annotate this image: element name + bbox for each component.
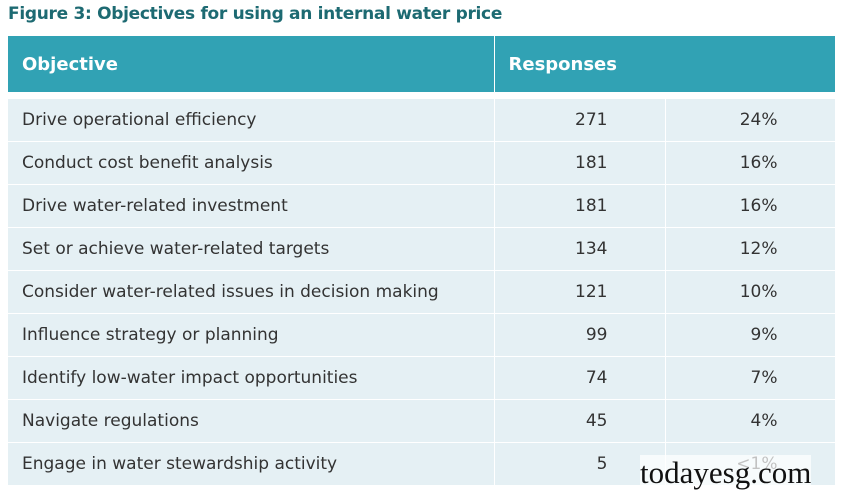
count-cell: 5 xyxy=(494,442,666,485)
count-cell: 271 xyxy=(494,98,666,142)
percent-cell: 7% xyxy=(665,356,836,400)
table-row: Drive operational efficiency 271 24% xyxy=(8,98,836,142)
table: Objective Responses Drive operational ef… xyxy=(8,36,836,485)
table-row: Consider water-related issues in decisio… xyxy=(8,270,836,314)
percent-cell: 12% xyxy=(665,227,836,271)
count-cell: 121 xyxy=(494,270,666,314)
header-cell: Responses xyxy=(494,36,836,92)
objective-cell: Navigate regulations xyxy=(8,399,495,443)
objective-cell: Consider water-related issues in decisio… xyxy=(8,270,495,314)
percent-cell: 9% xyxy=(665,313,836,357)
count-cell: 74 xyxy=(494,356,666,400)
count-cell: 134 xyxy=(494,227,666,271)
table-row: Identify low-water impact opportunities 7… xyxy=(8,356,836,400)
table-row: Drive water-related investment 181 16% xyxy=(8,184,836,228)
percent-cell: 16% xyxy=(665,141,836,185)
figure-title: Figure 3: Objectives for using an intern… xyxy=(8,4,503,24)
objective-cell: Identify low-water impact opportunities xyxy=(8,356,495,400)
count-cell: 45 xyxy=(494,399,666,443)
table-row: Navigate regulations 45 4% xyxy=(8,399,836,443)
objective-cell: Influence strategy or planning xyxy=(8,313,495,357)
watermark: todayesg.com xyxy=(640,455,812,491)
objective-cell: Conduct cost benefit analysis xyxy=(8,141,495,185)
percent-cell: 16% xyxy=(665,184,836,228)
table-row: Set or achieve water-related targets 134 1… xyxy=(8,227,836,271)
count-cell: 181 xyxy=(494,141,666,185)
percent-cell: 24% xyxy=(665,98,836,142)
percent-cell: 10% xyxy=(665,270,836,314)
table-row: Influence strategy or planning 99 9% xyxy=(8,313,836,357)
count-cell: 181 xyxy=(494,184,666,228)
header-row: Objective Responses xyxy=(8,36,836,92)
percent-cell: 4% xyxy=(665,399,836,443)
header-cell: Objective xyxy=(8,36,495,92)
table-row: Conduct cost benefit analysis 181 16% xyxy=(8,141,836,185)
objective-cell: Set or achieve water-related targets xyxy=(8,227,495,271)
objective-cell: Drive water-related investment xyxy=(8,184,495,228)
count-cell: 99 xyxy=(494,313,666,357)
objective-cell: Engage in water stewardship activity xyxy=(8,442,495,485)
objective-cell: Drive operational efficiency xyxy=(8,98,495,142)
